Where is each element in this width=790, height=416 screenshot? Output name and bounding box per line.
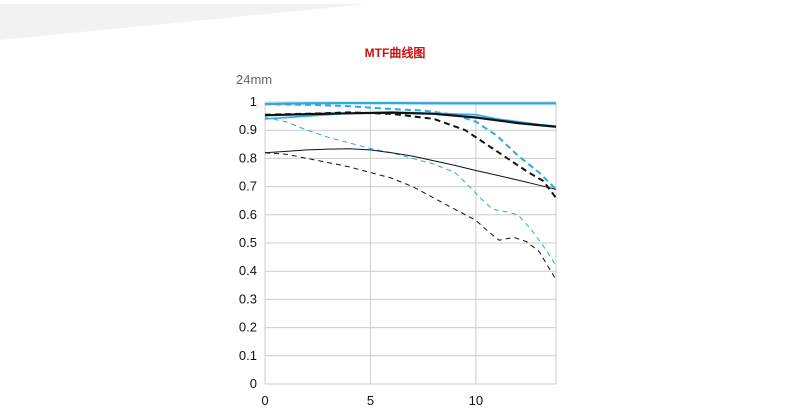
y-tick-label: 0.2 [239,320,257,335]
series-layer [264,102,557,280]
y-tick-label: 1 [250,94,257,109]
mtf-series-5-line [264,111,557,128]
y-tick-label: 0.9 [239,122,257,137]
header-banner-shape [0,4,368,40]
y-tick-label: 0.6 [239,207,257,222]
mtf-series-8-line [264,152,557,280]
x-tick-label: 0 [261,393,268,408]
y-tick-label: 0.3 [239,291,257,306]
y-tick-label: 0.1 [239,348,257,363]
axis-tick-labels: 00.10.20.30.40.50.60.70.80.910 5 10 [239,94,483,408]
y-tick-label: 0 [250,376,257,391]
y-tick-label: 0.7 [239,179,257,194]
mtf-series-4-line [264,117,557,266]
page-title: MTF曲线图 [364,46,426,60]
mtf-series-7-line [264,148,557,190]
mtf-series-1-line [264,102,556,106]
y-tick-label: 0.4 [239,263,257,278]
grid-layer [264,101,557,385]
chart-subtitle: 24mm [236,72,273,87]
mtf-series-6-line [264,111,557,199]
x-tick-label: 10 [469,393,483,408]
y-tick-label: 0.5 [239,235,257,250]
x-tick-label: 5 [367,393,374,408]
y-tick-label: 0.8 [239,150,257,165]
